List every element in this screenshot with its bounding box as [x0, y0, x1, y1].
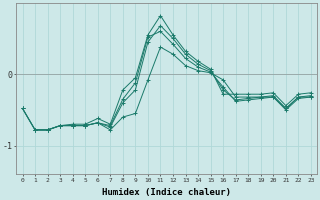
X-axis label: Humidex (Indice chaleur): Humidex (Indice chaleur)	[102, 188, 231, 197]
